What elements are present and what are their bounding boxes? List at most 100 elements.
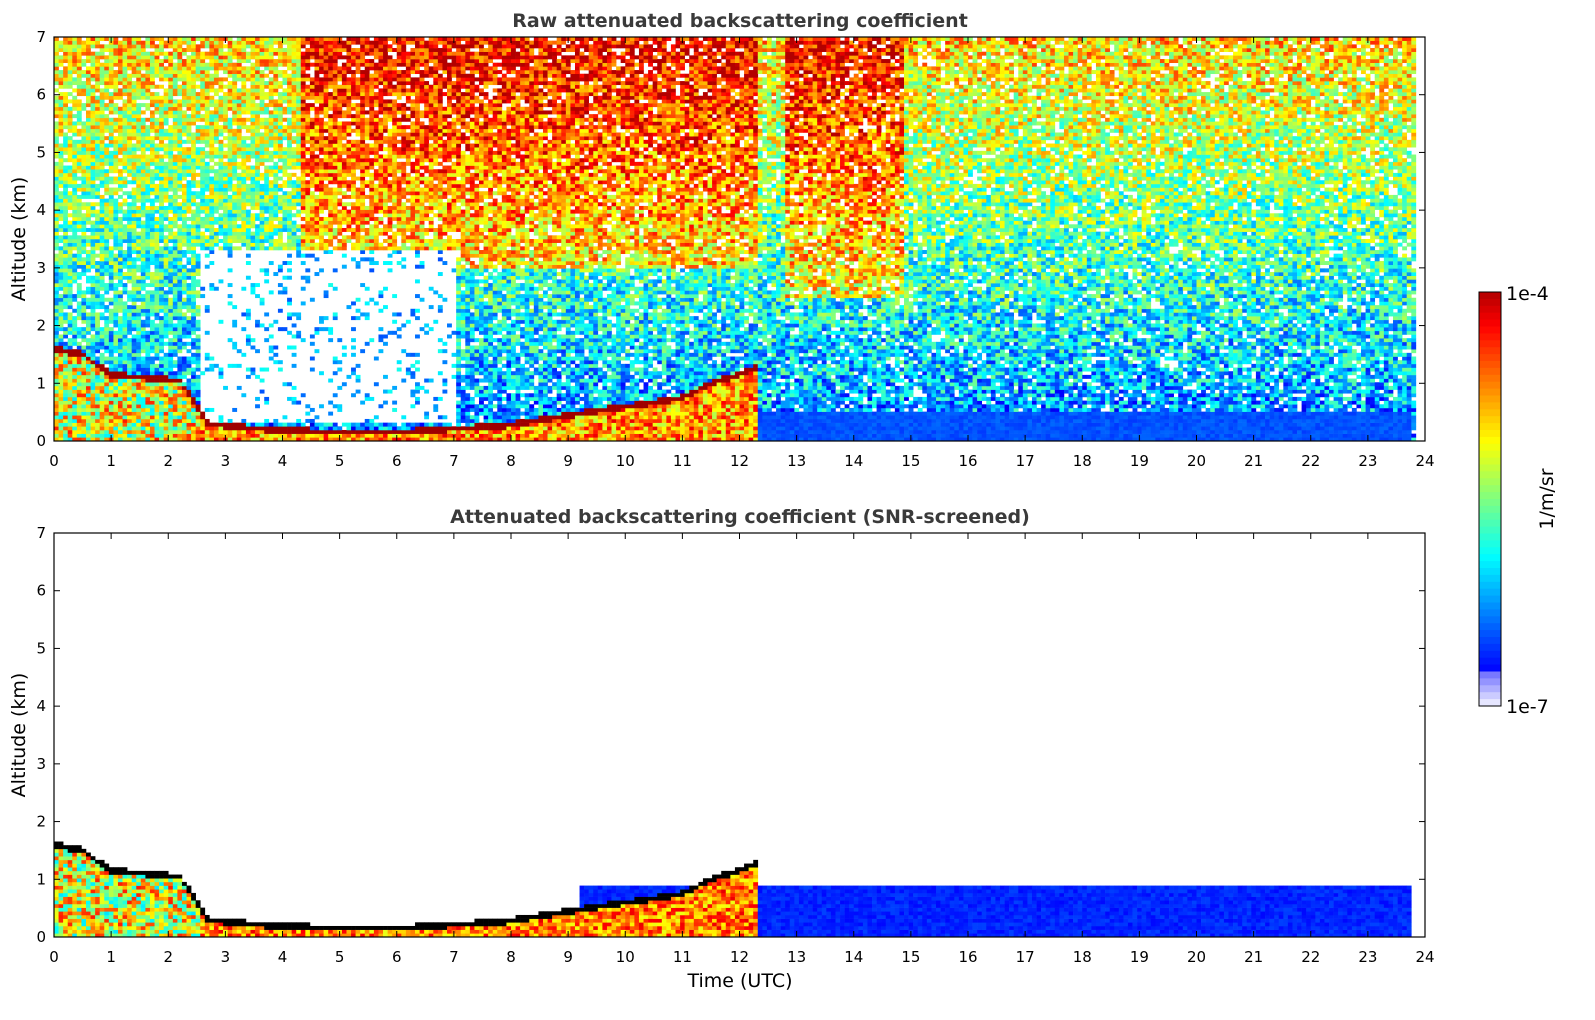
heatmap-cell bbox=[209, 140, 214, 144]
heatmap-cell bbox=[196, 235, 201, 239]
heatmap-cell bbox=[205, 199, 210, 203]
heatmap-cell bbox=[104, 371, 109, 375]
heatmap-cell bbox=[100, 346, 105, 350]
heatmap-cell bbox=[159, 397, 164, 401]
heatmap-cell bbox=[159, 59, 164, 63]
heatmap-cell bbox=[145, 323, 150, 327]
heatmap-cell bbox=[132, 309, 137, 313]
heatmap-cell bbox=[246, 254, 251, 258]
heatmap-cell bbox=[187, 272, 192, 276]
heatmap-cell bbox=[81, 265, 86, 269]
heatmap-cell bbox=[168, 353, 173, 357]
heatmap-cell bbox=[141, 155, 146, 159]
heatmap-cell bbox=[127, 423, 132, 427]
heatmap-cell bbox=[219, 279, 224, 283]
heatmap-cell bbox=[150, 294, 155, 298]
heatmap-cell bbox=[246, 155, 251, 159]
heatmap-cell bbox=[72, 169, 77, 173]
heatmap-cell bbox=[196, 96, 201, 100]
heatmap-cell bbox=[214, 199, 219, 203]
heatmap-cell bbox=[123, 349, 128, 353]
heatmap-cell bbox=[145, 320, 150, 324]
heatmap-cell bbox=[196, 147, 201, 151]
heatmap-cell bbox=[200, 246, 205, 250]
heatmap-cell bbox=[77, 188, 82, 192]
heatmap-cell bbox=[287, 121, 292, 125]
heatmap-cell bbox=[187, 287, 192, 291]
heatmap-cell bbox=[314, 228, 319, 232]
heatmap-cell bbox=[232, 96, 237, 100]
heatmap-cell bbox=[283, 224, 288, 228]
heatmap-cell bbox=[287, 63, 292, 67]
heatmap-cell bbox=[81, 184, 86, 188]
heatmap-cell bbox=[177, 401, 182, 405]
heatmap-cell bbox=[95, 81, 100, 85]
heatmap-cell bbox=[292, 228, 297, 232]
heatmap-cell bbox=[283, 327, 288, 331]
heatmap-cell bbox=[219, 221, 224, 225]
heatmap-cell bbox=[72, 298, 77, 302]
heatmap-cell bbox=[168, 357, 173, 361]
heatmap-cell bbox=[95, 276, 100, 280]
heatmap-cell bbox=[72, 129, 77, 133]
heatmap-cell bbox=[113, 334, 118, 338]
heatmap-cell bbox=[136, 88, 141, 92]
heatmap-cell bbox=[141, 110, 146, 114]
heatmap-cell bbox=[159, 401, 164, 405]
heatmap-cell bbox=[150, 144, 155, 148]
heatmap-cell bbox=[228, 41, 233, 45]
heatmap-cell bbox=[91, 173, 96, 177]
heatmap-cell bbox=[54, 162, 59, 166]
heatmap-cell bbox=[182, 224, 187, 228]
heatmap-cell bbox=[81, 155, 86, 159]
heatmap-cell bbox=[219, 246, 224, 250]
heatmap-cell bbox=[269, 121, 274, 125]
heatmap-cell bbox=[150, 338, 155, 342]
heatmap-cell bbox=[100, 243, 105, 247]
heatmap-cell bbox=[205, 41, 210, 45]
heatmap-cell bbox=[228, 294, 233, 298]
heatmap-cell bbox=[155, 48, 160, 52]
heatmap-cell bbox=[324, 63, 329, 67]
heatmap-cell bbox=[314, 99, 319, 103]
heatmap-cell bbox=[95, 44, 100, 48]
heatmap-cell bbox=[150, 228, 155, 232]
heatmap-cell bbox=[54, 423, 59, 427]
heatmap-cell bbox=[168, 52, 173, 56]
heatmap-cell bbox=[86, 151, 91, 155]
heatmap-cell bbox=[278, 63, 283, 67]
heatmap-cell bbox=[123, 368, 128, 372]
heatmap-cell bbox=[164, 155, 169, 159]
heatmap-cell bbox=[127, 276, 132, 280]
heatmap-cell bbox=[177, 144, 182, 148]
heatmap-cell bbox=[95, 393, 100, 397]
heatmap-cell bbox=[273, 85, 278, 89]
heatmap-cell bbox=[173, 85, 178, 89]
heatmap-cell bbox=[54, 390, 59, 394]
heatmap-cell bbox=[123, 85, 128, 89]
heatmap-cell bbox=[91, 346, 96, 350]
heatmap-cell bbox=[196, 375, 201, 379]
heatmap-cell bbox=[100, 158, 105, 162]
heatmap-cell bbox=[187, 206, 192, 210]
heatmap-cell bbox=[145, 404, 150, 408]
heatmap-cell bbox=[155, 85, 160, 89]
heatmap-cell bbox=[155, 110, 160, 114]
heatmap-cell bbox=[246, 239, 251, 243]
heatmap-cell bbox=[127, 232, 132, 236]
heatmap-cell bbox=[296, 243, 301, 247]
heatmap-cell bbox=[214, 74, 219, 78]
heatmap-cell bbox=[301, 338, 306, 342]
heatmap-cell bbox=[63, 232, 68, 236]
heatmap-cell bbox=[246, 166, 251, 170]
heatmap-cell bbox=[109, 250, 114, 254]
heatmap-cell bbox=[232, 144, 237, 148]
heatmap-cell bbox=[54, 121, 59, 125]
heatmap-cell bbox=[324, 85, 329, 89]
heatmap-cell bbox=[251, 103, 256, 107]
heatmap-cell bbox=[91, 312, 96, 316]
heatmap-cell bbox=[182, 342, 187, 346]
heatmap-cell bbox=[104, 114, 109, 118]
heatmap-cell bbox=[187, 371, 192, 375]
heatmap-cell bbox=[100, 338, 105, 342]
